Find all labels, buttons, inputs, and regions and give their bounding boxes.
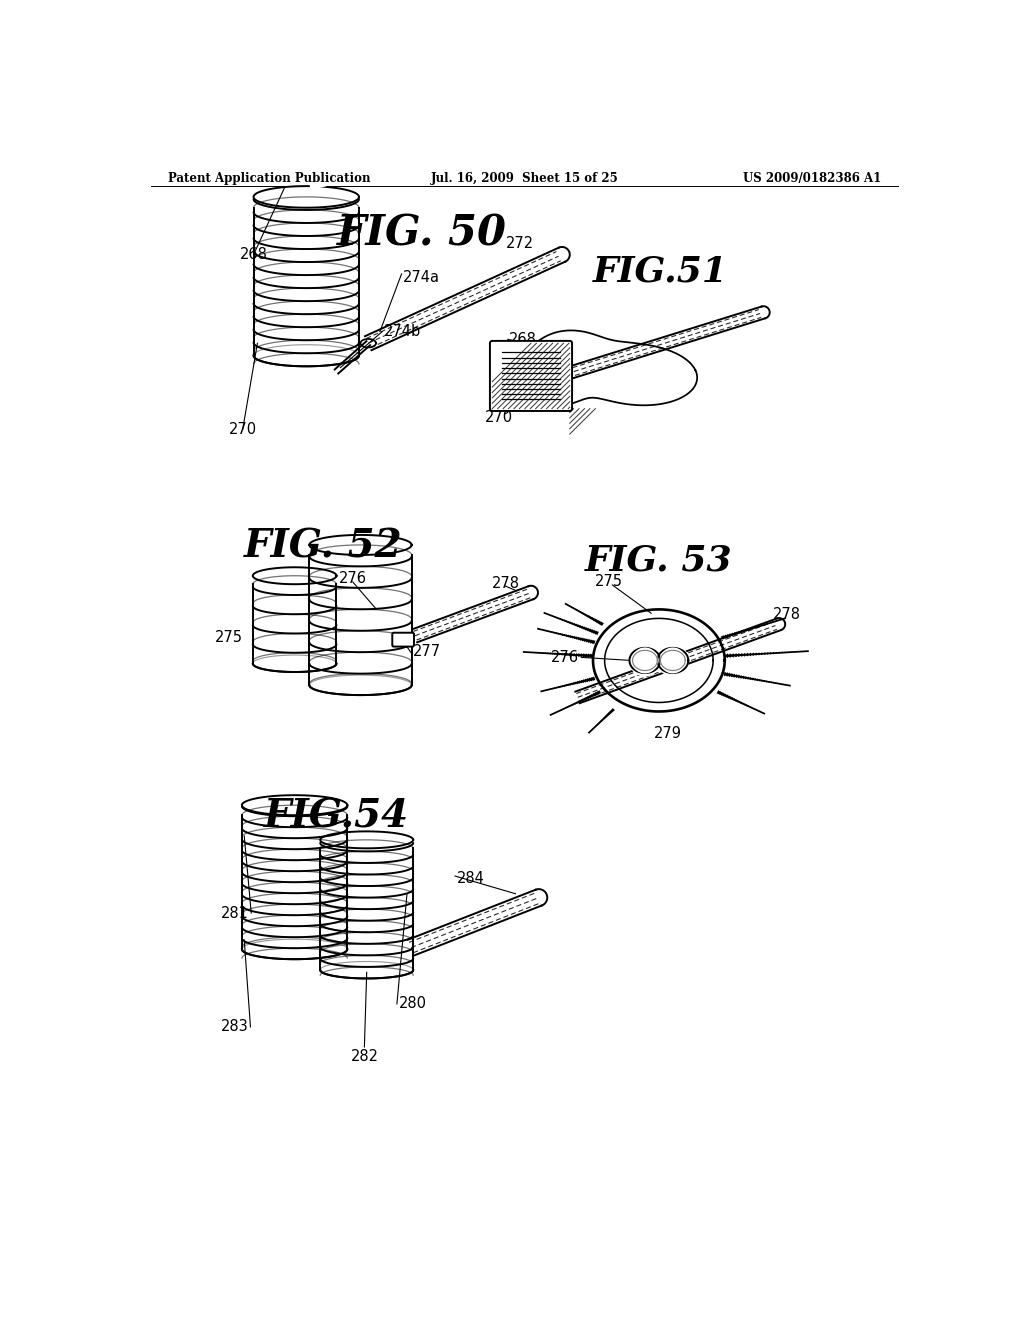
Text: 278: 278 <box>773 607 801 622</box>
Text: 282: 282 <box>350 1049 379 1064</box>
Text: 274a: 274a <box>403 271 440 285</box>
FancyBboxPatch shape <box>392 632 414 647</box>
Circle shape <box>593 595 725 726</box>
Text: Patent Application Publication: Patent Application Publication <box>168 173 371 185</box>
Text: 276: 276 <box>339 570 367 586</box>
FancyBboxPatch shape <box>489 341 572 411</box>
Circle shape <box>657 645 688 676</box>
Text: 270: 270 <box>484 411 513 425</box>
Text: FIG.51: FIG.51 <box>593 255 728 289</box>
Text: FIG. 52: FIG. 52 <box>245 528 402 566</box>
Text: FIG. 50: FIG. 50 <box>337 213 507 255</box>
Text: FIG. 53: FIG. 53 <box>586 544 733 577</box>
Circle shape <box>660 648 685 673</box>
Text: 283: 283 <box>220 1019 248 1035</box>
Circle shape <box>633 648 657 673</box>
Text: 275: 275 <box>595 574 623 590</box>
Text: Jul. 16, 2009  Sheet 15 of 25: Jul. 16, 2009 Sheet 15 of 25 <box>431 173 618 185</box>
Text: 278: 278 <box>493 576 520 591</box>
Text: 268: 268 <box>509 331 538 347</box>
Text: 268: 268 <box>240 247 267 263</box>
Text: 280: 280 <box>399 997 427 1011</box>
Text: 277: 277 <box>414 644 441 659</box>
Text: FIG.54: FIG.54 <box>263 797 409 836</box>
Text: 275: 275 <box>215 630 243 645</box>
Text: 281: 281 <box>221 906 249 920</box>
Text: 284: 284 <box>458 871 485 886</box>
Text: 274b: 274b <box>384 325 421 339</box>
Text: 276: 276 <box>551 649 579 665</box>
Circle shape <box>630 645 660 676</box>
Text: 279: 279 <box>654 726 682 741</box>
Text: US 2009/0182386 A1: US 2009/0182386 A1 <box>743 173 882 185</box>
Text: 270: 270 <box>228 422 257 437</box>
Text: 272: 272 <box>506 235 535 251</box>
